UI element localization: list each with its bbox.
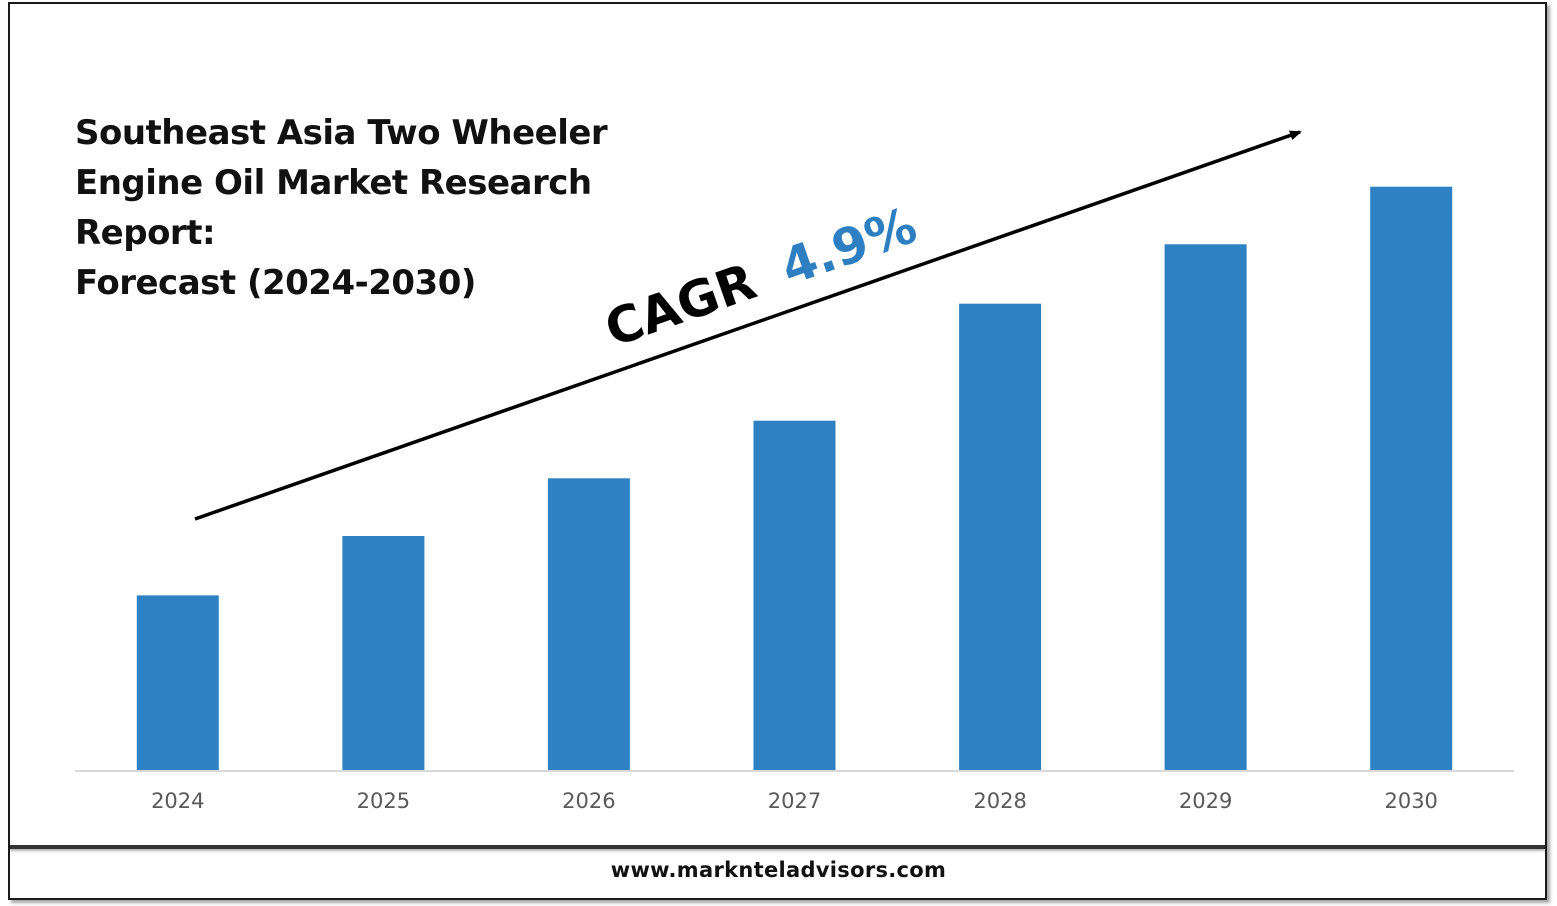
x-tick-2025: 2025 <box>357 789 410 813</box>
bar-2024 <box>136 595 219 770</box>
outer-border <box>8 2 1547 900</box>
x-tick-2026: 2026 <box>562 789 615 813</box>
bar-2028 <box>959 303 1042 770</box>
footer-url: www.marknteladvisors.com <box>610 858 947 882</box>
bars-group <box>136 186 1453 771</box>
cagr-label: CAGR <box>598 252 763 358</box>
x-tick-2028: 2028 <box>973 789 1026 813</box>
bar-2029 <box>1164 244 1247 771</box>
x-tick-labels: 2024 2025 2026 2027 2028 2029 2030 <box>151 789 1438 813</box>
bar-2030 <box>1370 186 1453 770</box>
bar-2026 <box>547 478 630 770</box>
title-line-1: Southeast Asia Two Wheeler <box>75 113 608 153</box>
trend-arrow <box>194 130 1302 521</box>
x-tick-2027: 2027 <box>768 789 821 813</box>
chart-title: Southeast Asia Two Wheeler Engine Oil Ma… <box>75 108 675 308</box>
x-tick-2029: 2029 <box>1179 789 1232 813</box>
footer-divider <box>10 845 1545 849</box>
title-line-2: Engine Oil Market Research <box>75 163 592 203</box>
cagr-value: 4.9% <box>774 196 924 297</box>
title-line-3: Report: <box>75 213 216 253</box>
x-tick-2030: 2030 <box>1384 789 1437 813</box>
cagr-annotation: CAGR 4.9% <box>598 196 924 358</box>
bar-2027 <box>753 420 836 770</box>
bar-2025 <box>342 536 425 770</box>
title-line-4: Forecast (2024-2030) <box>75 263 476 303</box>
x-tick-2024: 2024 <box>151 789 204 813</box>
